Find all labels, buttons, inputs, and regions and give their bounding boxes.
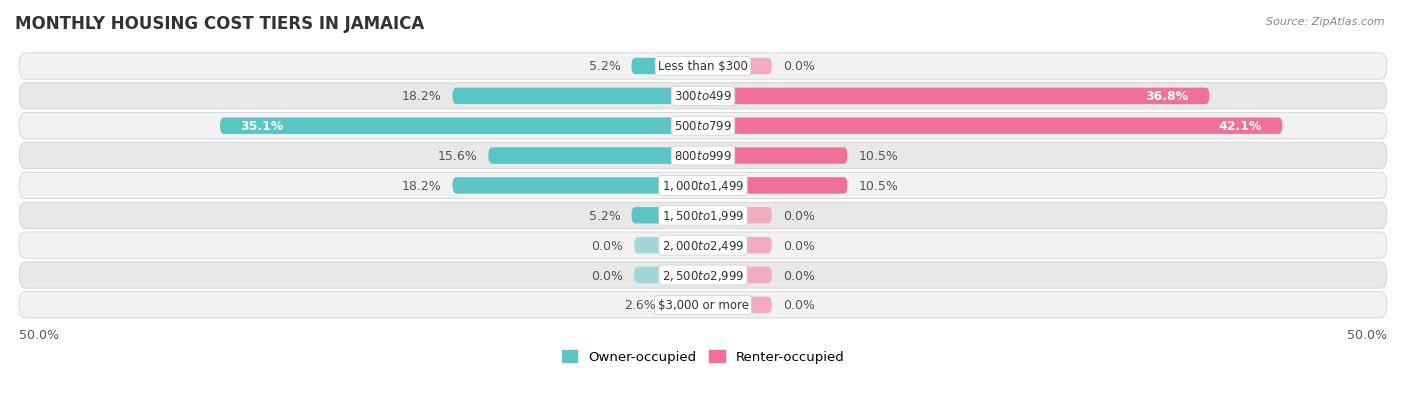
FancyBboxPatch shape xyxy=(20,203,1386,229)
FancyBboxPatch shape xyxy=(703,59,772,75)
FancyBboxPatch shape xyxy=(20,113,1386,140)
FancyBboxPatch shape xyxy=(20,233,1386,259)
FancyBboxPatch shape xyxy=(20,262,1386,288)
FancyBboxPatch shape xyxy=(668,297,703,313)
FancyBboxPatch shape xyxy=(20,54,1386,80)
Text: 10.5%: 10.5% xyxy=(859,150,898,163)
FancyBboxPatch shape xyxy=(703,208,772,224)
Text: $1,500 to $1,999: $1,500 to $1,999 xyxy=(662,209,744,223)
Text: $2,500 to $2,999: $2,500 to $2,999 xyxy=(662,268,744,282)
Text: 10.5%: 10.5% xyxy=(859,180,898,192)
Text: 42.1%: 42.1% xyxy=(1218,120,1261,133)
Text: 0.0%: 0.0% xyxy=(591,269,623,282)
Legend: Owner-occupied, Renter-occupied: Owner-occupied, Renter-occupied xyxy=(557,345,849,369)
Text: $500 to $799: $500 to $799 xyxy=(673,120,733,133)
Text: 18.2%: 18.2% xyxy=(402,90,441,103)
FancyBboxPatch shape xyxy=(703,237,772,254)
Text: 15.6%: 15.6% xyxy=(437,150,477,163)
FancyBboxPatch shape xyxy=(20,292,1386,318)
FancyBboxPatch shape xyxy=(703,118,1282,135)
FancyBboxPatch shape xyxy=(219,118,703,135)
Text: 5.2%: 5.2% xyxy=(589,209,620,222)
FancyBboxPatch shape xyxy=(703,267,772,284)
Text: 0.0%: 0.0% xyxy=(783,209,815,222)
Text: 50.0%: 50.0% xyxy=(20,328,59,341)
FancyBboxPatch shape xyxy=(703,148,848,164)
FancyBboxPatch shape xyxy=(20,143,1386,169)
FancyBboxPatch shape xyxy=(631,59,703,75)
FancyBboxPatch shape xyxy=(634,267,703,284)
Text: 50.0%: 50.0% xyxy=(1347,328,1386,341)
Text: 0.0%: 0.0% xyxy=(783,269,815,282)
FancyBboxPatch shape xyxy=(703,297,772,313)
FancyBboxPatch shape xyxy=(703,178,848,194)
Text: 0.0%: 0.0% xyxy=(591,239,623,252)
Text: $3,000 or more: $3,000 or more xyxy=(658,299,748,312)
Text: Less than $300: Less than $300 xyxy=(658,60,748,74)
FancyBboxPatch shape xyxy=(453,178,703,194)
FancyBboxPatch shape xyxy=(703,88,1209,105)
Text: $1,000 to $1,499: $1,000 to $1,499 xyxy=(662,179,744,193)
Text: 2.6%: 2.6% xyxy=(624,299,657,312)
Text: 35.1%: 35.1% xyxy=(240,120,284,133)
Text: Source: ZipAtlas.com: Source: ZipAtlas.com xyxy=(1267,17,1385,26)
FancyBboxPatch shape xyxy=(20,173,1386,199)
Text: MONTHLY HOUSING COST TIERS IN JAMAICA: MONTHLY HOUSING COST TIERS IN JAMAICA xyxy=(15,15,425,33)
FancyBboxPatch shape xyxy=(631,208,703,224)
Text: $300 to $499: $300 to $499 xyxy=(673,90,733,103)
Text: $2,000 to $2,499: $2,000 to $2,499 xyxy=(662,239,744,252)
Text: 0.0%: 0.0% xyxy=(783,60,815,74)
Text: 0.0%: 0.0% xyxy=(783,239,815,252)
Text: 0.0%: 0.0% xyxy=(783,299,815,312)
FancyBboxPatch shape xyxy=(488,148,703,164)
Text: 18.2%: 18.2% xyxy=(402,180,441,192)
Text: 5.2%: 5.2% xyxy=(589,60,620,74)
Text: 36.8%: 36.8% xyxy=(1146,90,1188,103)
Text: $800 to $999: $800 to $999 xyxy=(673,150,733,163)
FancyBboxPatch shape xyxy=(20,83,1386,110)
FancyBboxPatch shape xyxy=(634,237,703,254)
FancyBboxPatch shape xyxy=(453,88,703,105)
